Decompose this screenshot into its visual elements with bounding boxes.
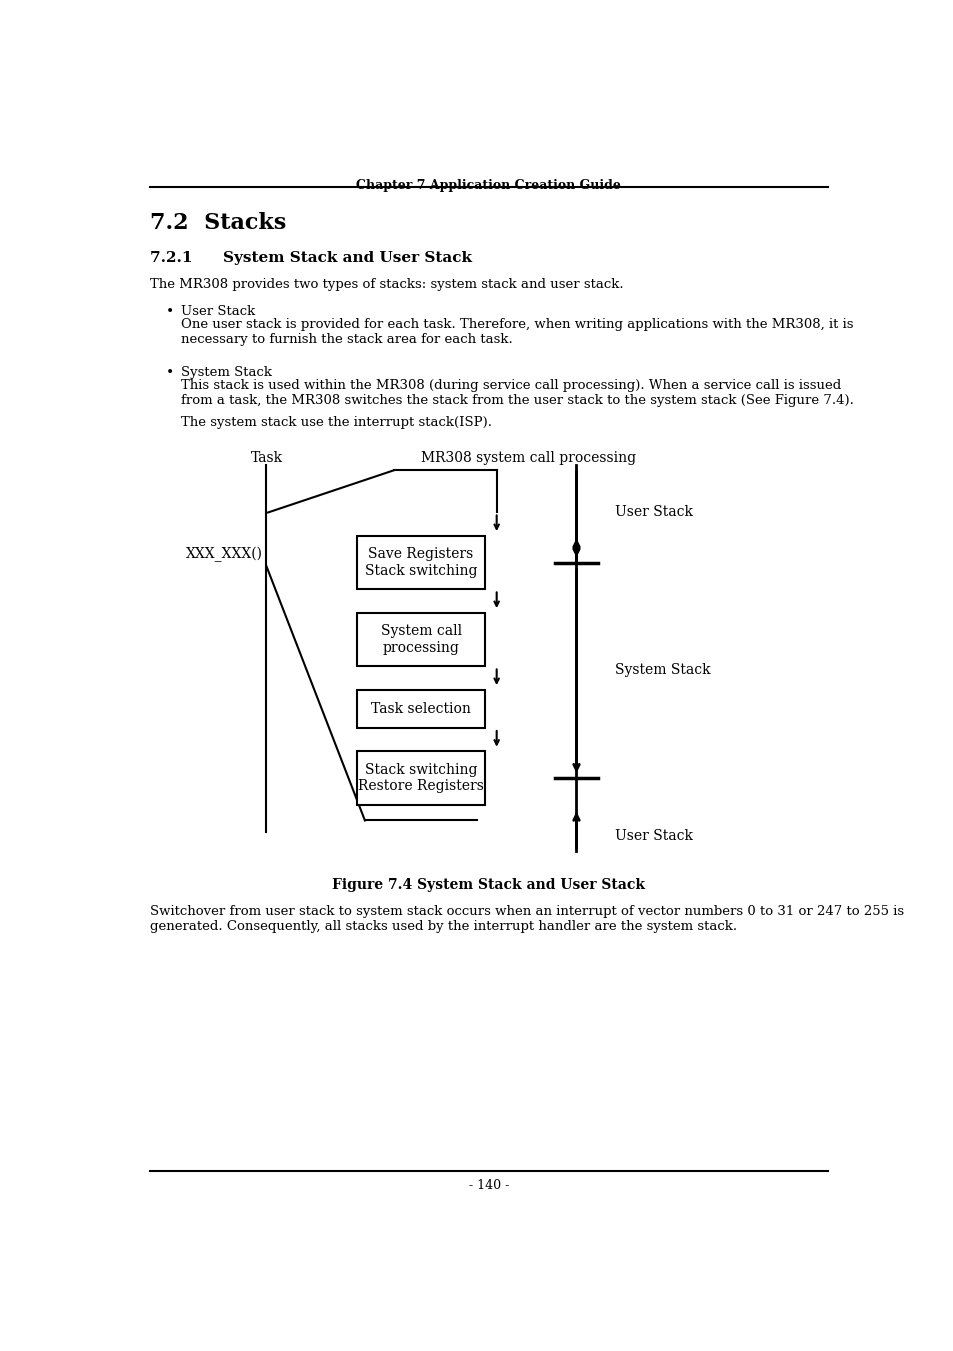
Text: One user stack is provided for each task. Therefore, when writing applications w: One user stack is provided for each task… [181,317,853,346]
Text: This stack is used within the MR308 (during service call processing). When a ser: This stack is used within the MR308 (dur… [181,380,853,407]
Text: User Stack: User Stack [615,505,693,520]
Text: - 140 -: - 140 - [468,1178,509,1192]
Text: User Stack: User Stack [615,830,693,843]
Text: System call
processing: System call processing [380,624,461,655]
Text: Task selection: Task selection [371,701,471,716]
Text: •: • [166,304,173,319]
Text: Save Registers
Stack switching: Save Registers Stack switching [364,547,476,578]
FancyBboxPatch shape [356,612,484,666]
FancyBboxPatch shape [356,751,484,805]
Text: User Stack: User Stack [181,304,255,317]
Text: •: • [166,366,173,380]
Text: System Stack: System Stack [181,366,272,380]
Text: System Stack: System Stack [615,663,710,677]
Text: Switchover from user stack to system stack occurs when an interrupt of vector nu: Switchover from user stack to system sta… [150,905,903,934]
Text: The system stack use the interrupt stack(ISP).: The system stack use the interrupt stack… [181,416,492,430]
Text: 7.2.1  System Stack and User Stack: 7.2.1 System Stack and User Stack [150,251,472,265]
Text: MR308 system call processing: MR308 system call processing [421,451,636,465]
Text: 7.2  Stacks: 7.2 Stacks [150,212,286,234]
Text: Chapter 7 Application Creation Guide: Chapter 7 Application Creation Guide [356,180,620,192]
FancyBboxPatch shape [356,689,484,728]
Text: Figure 7.4 System Stack and User Stack: Figure 7.4 System Stack and User Stack [332,878,645,892]
Text: Task: Task [251,451,282,465]
FancyBboxPatch shape [356,535,484,589]
Text: XXX_XXX(): XXX_XXX() [186,547,262,562]
Text: Stack switching
Restore Registers: Stack switching Restore Registers [357,763,483,793]
Text: The MR308 provides two types of stacks: system stack and user stack.: The MR308 provides two types of stacks: … [150,277,623,290]
